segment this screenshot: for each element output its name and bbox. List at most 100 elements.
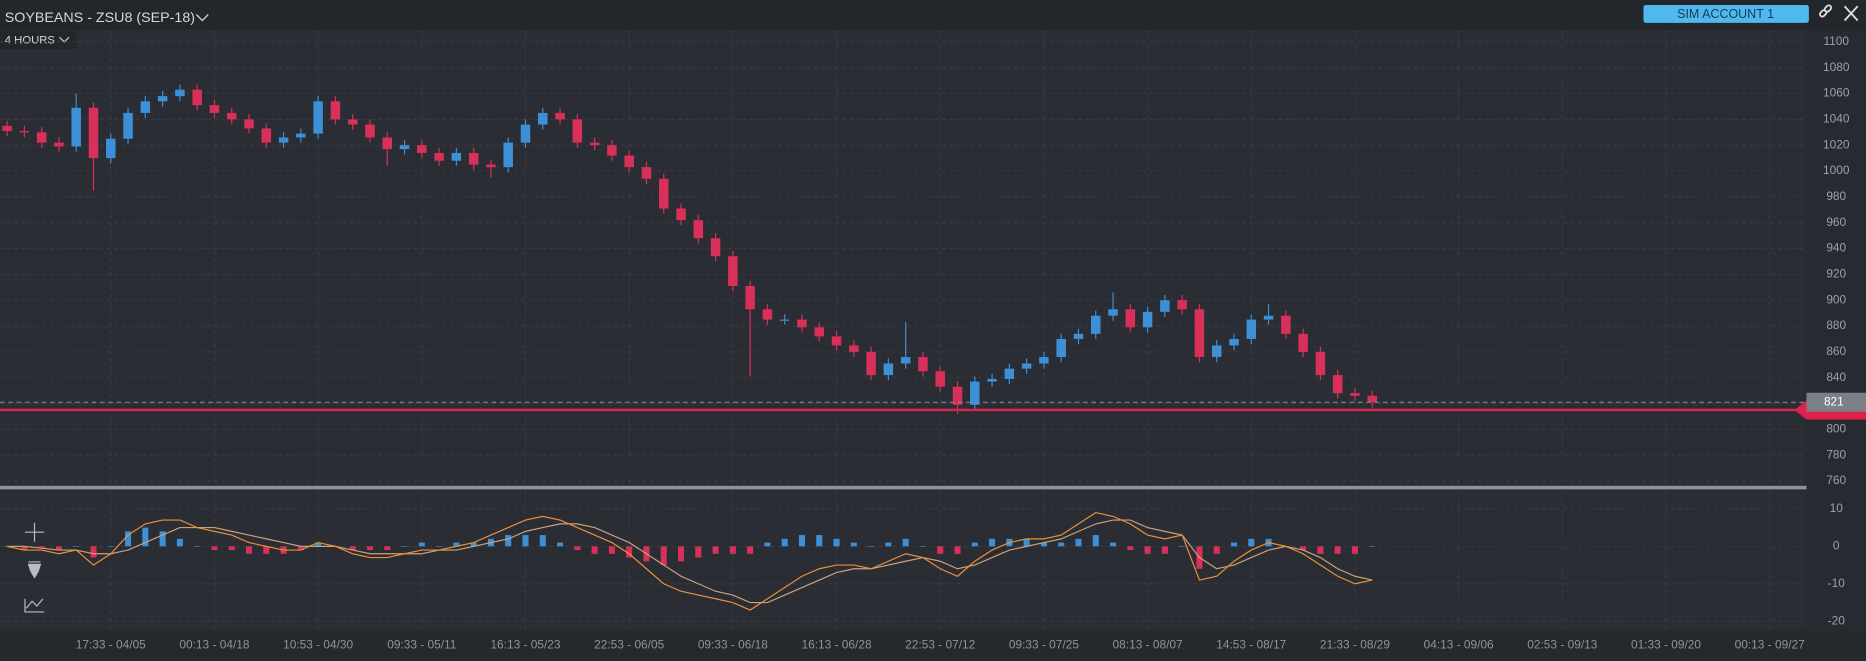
candle-body	[382, 137, 393, 150]
candle-body	[434, 152, 444, 161]
account-label[interactable]: SIM ACCOUNT 1	[1677, 7, 1774, 21]
histogram-bar	[436, 546, 443, 547]
histogram-bar	[1144, 546, 1151, 554]
candle-body	[1021, 363, 1032, 369]
candle-body	[728, 256, 738, 286]
candle-body	[1367, 395, 1377, 403]
histogram-bar	[954, 546, 961, 554]
histogram-bar	[919, 546, 926, 547]
candle-body	[71, 107, 81, 147]
y-tick-label: 940	[1826, 241, 1846, 255]
candle-body	[935, 371, 945, 387]
tool-icons	[24, 522, 45, 613]
histogram-bar	[816, 535, 823, 547]
y-tick-label: 1100	[1823, 34, 1849, 48]
y-tick-label: 860	[1826, 344, 1846, 358]
candle-body	[140, 101, 151, 113]
candle-body	[244, 119, 254, 129]
y-tick-label: 840	[1826, 370, 1846, 384]
account-button[interactable]	[1643, 5, 1809, 23]
y-tick-label: 0	[1833, 538, 1840, 552]
x-tick-label: 16:13 - 06/28	[801, 637, 871, 651]
candle-body	[1211, 345, 1222, 358]
close-icon[interactable]	[1843, 5, 1859, 22]
x-tick-label: 04:13 - 09/06	[1424, 637, 1494, 651]
y-tick-label: 1000	[1823, 163, 1850, 177]
signal-line	[7, 519, 1373, 604]
macd-line	[7, 511, 1373, 611]
x-tick-label: 09:33 - 07/25	[1009, 637, 1079, 651]
price-axis-bg	[1806, 30, 1866, 631]
histogram-bar	[608, 546, 615, 554]
histogram-bar	[522, 535, 529, 547]
candle-body	[779, 319, 790, 321]
x-tick-label: 22:53 - 07/12	[905, 637, 975, 651]
histogram-bar	[677, 546, 685, 562]
histogram-bar	[712, 546, 719, 554]
candle-body	[468, 152, 479, 165]
link-icon[interactable]	[1819, 4, 1833, 18]
histogram-bar	[315, 542, 322, 547]
histogram-bar	[868, 546, 875, 547]
histogram-bar	[902, 538, 909, 547]
y-tick-label: 1080	[1823, 60, 1850, 74]
histogram-bar	[729, 546, 736, 554]
histogram-bar	[245, 546, 253, 554]
histogram-bar	[798, 535, 806, 547]
histogram-bar	[1075, 538, 1082, 547]
candle-body	[192, 89, 202, 106]
histogram-bar	[591, 546, 598, 554]
histogram-bar	[1213, 546, 1220, 554]
top-bar	[0, 0, 1866, 31]
candle-body	[1263, 315, 1274, 320]
histogram-bar	[263, 546, 270, 554]
histogram-bar	[384, 546, 391, 551]
candle-body	[970, 381, 980, 405]
y-tick-label: 1040	[1823, 112, 1850, 126]
candle-body	[624, 155, 634, 168]
timeframe-box[interactable]	[0, 31, 77, 50]
indicator-tool[interactable]	[24, 598, 45, 613]
histogram-bar	[125, 531, 132, 547]
candle-body	[1056, 338, 1066, 358]
y-tick-label: 880	[1826, 318, 1846, 332]
histogram-bar	[1023, 538, 1030, 547]
candle-body	[54, 142, 64, 147]
histogram-bar	[764, 542, 771, 547]
draw-tool[interactable]	[27, 561, 42, 579]
histogram-bar	[626, 546, 633, 558]
histogram-bar	[211, 546, 218, 551]
histogram-bar	[228, 546, 235, 551]
histogram-bar	[660, 546, 667, 566]
candle-body	[1091, 315, 1101, 334]
candle-body	[399, 145, 410, 150]
histogram-bar	[159, 531, 166, 547]
candle-body	[36, 132, 47, 143]
x-tick-label: 10:53 - 04/30	[283, 637, 353, 651]
candle-body	[831, 336, 842, 346]
crosshair-tool[interactable]	[24, 522, 45, 542]
instrument-title[interactable]: SOYBEANS - ZSU8 (SEP-18)	[5, 10, 195, 26]
candle-body	[797, 319, 807, 328]
histogram-bar	[1161, 546, 1168, 554]
candle-body	[918, 357, 928, 372]
candle-body	[1073, 333, 1084, 339]
histogram-bar	[73, 546, 80, 547]
histogram-bar	[349, 546, 356, 551]
panel-separator[interactable]	[0, 485, 1807, 490]
histogram-bar	[833, 538, 840, 547]
y-tick-label: 780	[1826, 447, 1846, 461]
histogram-bar	[4, 546, 11, 547]
candle-body	[365, 124, 375, 138]
timeframe[interactable]: 4 HOURS	[5, 35, 56, 47]
y-tick-label: 1060	[1823, 86, 1850, 100]
title-dropdown[interactable]	[195, 14, 209, 22]
histogram-bar	[505, 535, 512, 547]
candle-body	[1125, 309, 1136, 328]
histogram-bar	[142, 527, 149, 547]
candle-body	[693, 220, 704, 239]
candle-body	[1004, 368, 1015, 379]
histogram-bar	[1110, 542, 1117, 547]
candle-body	[1177, 300, 1187, 310]
